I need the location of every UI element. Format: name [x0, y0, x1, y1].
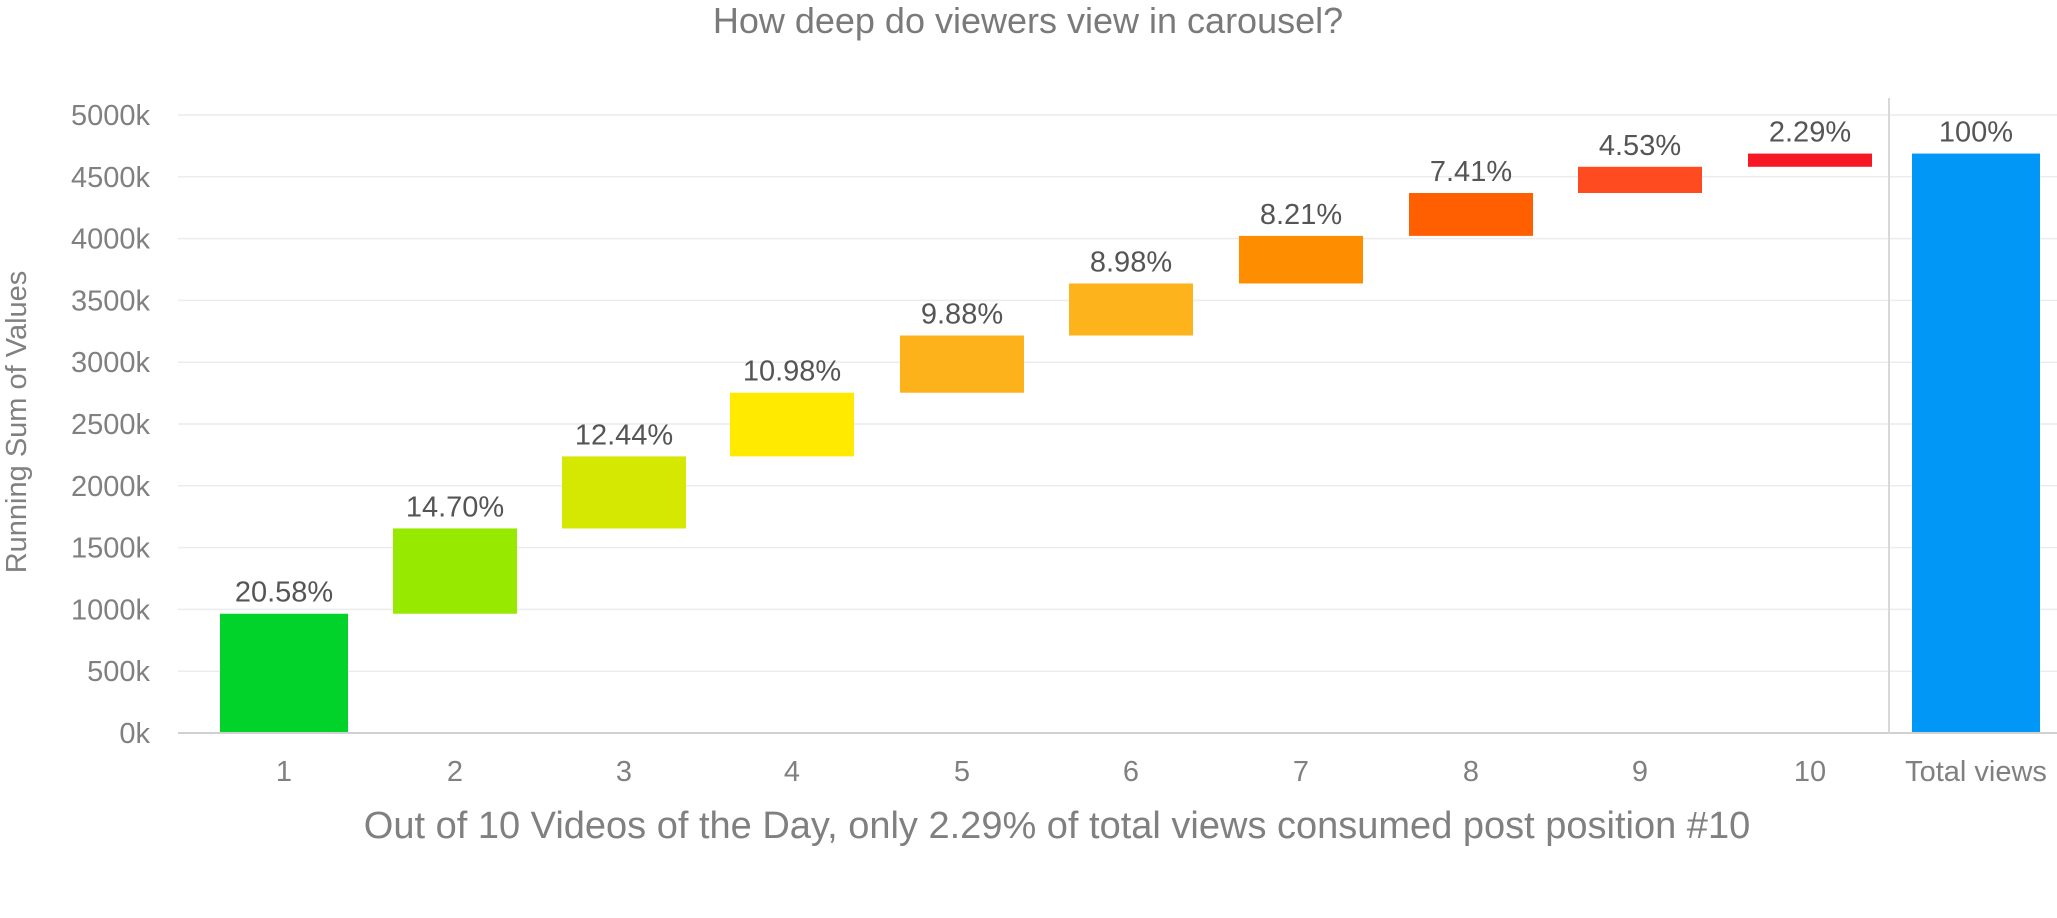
x-tick-label: 10	[1794, 756, 1826, 788]
data-label: 100%	[1939, 117, 2013, 149]
y-tick-label: 3000k	[71, 347, 151, 379]
x-axis-ticks: 1 2 3 4 5 6 7 8 9 10 Total views	[276, 756, 2047, 788]
x-tick-label: 8	[1463, 756, 1479, 788]
y-tick-label: 500k	[87, 656, 150, 688]
x-tick-label: 6	[1123, 756, 1139, 788]
y-tick-label: 5000k	[71, 100, 151, 132]
bar-position-9	[1578, 166, 1702, 193]
x-tick-label: 7	[1293, 756, 1309, 788]
y-axis-label: Running Sum of Values	[1, 271, 33, 574]
bars	[220, 153, 2040, 733]
data-label: 7.41%	[1430, 156, 1512, 188]
x-axis-label: Out of 10 Videos of the Day, only 2.29% …	[364, 805, 1750, 847]
bar-position-2	[393, 528, 517, 614]
x-tick-label: Total views	[1905, 756, 2047, 788]
bar-position-6	[1069, 283, 1193, 336]
x-tick-label: 5	[954, 756, 970, 788]
data-label: 9.88%	[921, 299, 1003, 331]
data-label: 4.53%	[1599, 130, 1681, 162]
x-tick-label: 1	[276, 756, 292, 788]
data-label: 14.70%	[406, 491, 504, 523]
data-label: 20.58%	[235, 577, 333, 609]
x-tick-label: 4	[784, 756, 800, 788]
y-tick-label: 2000k	[71, 471, 151, 503]
bar-position-3	[562, 456, 686, 529]
data-label: 12.44%	[575, 419, 673, 451]
y-tick-label: 1000k	[71, 594, 151, 626]
data-label: 8.21%	[1260, 199, 1342, 231]
y-tick-label: 4500k	[71, 162, 151, 194]
y-tick-label: 3500k	[71, 285, 151, 317]
chart-title: How deep do viewers view in carousel?	[713, 0, 1343, 41]
y-tick-label: 2500k	[71, 409, 151, 441]
y-axis-ticks: 0k 500k 1000k 1500k 2000k 2500k 3000k 3500k 4000…	[71, 100, 151, 750]
bar-position-7	[1239, 235, 1363, 284]
bar-position-5	[900, 335, 1024, 393]
data-label: 8.98%	[1090, 246, 1172, 278]
x-tick-label: 3	[616, 756, 632, 788]
y-tick-label: 0k	[119, 718, 150, 750]
y-tick-label: 1500k	[71, 533, 151, 565]
bar-position-4	[730, 392, 854, 457]
bar-position-1	[220, 613, 348, 733]
y-tick-label: 4000k	[71, 224, 151, 256]
bar-position-8	[1409, 192, 1533, 236]
bar-total	[1912, 153, 2040, 733]
x-tick-label: 9	[1632, 756, 1648, 788]
data-label: 2.29%	[1769, 117, 1851, 149]
data-label: 10.98%	[743, 356, 841, 388]
data-labels: 20.58% 14.70% 12.44% 10.98% 9.88% 8.98% 8.21% 7…	[235, 117, 2013, 609]
x-tick-label: 2	[447, 756, 463, 788]
bar-position-10	[1748, 153, 1872, 167]
